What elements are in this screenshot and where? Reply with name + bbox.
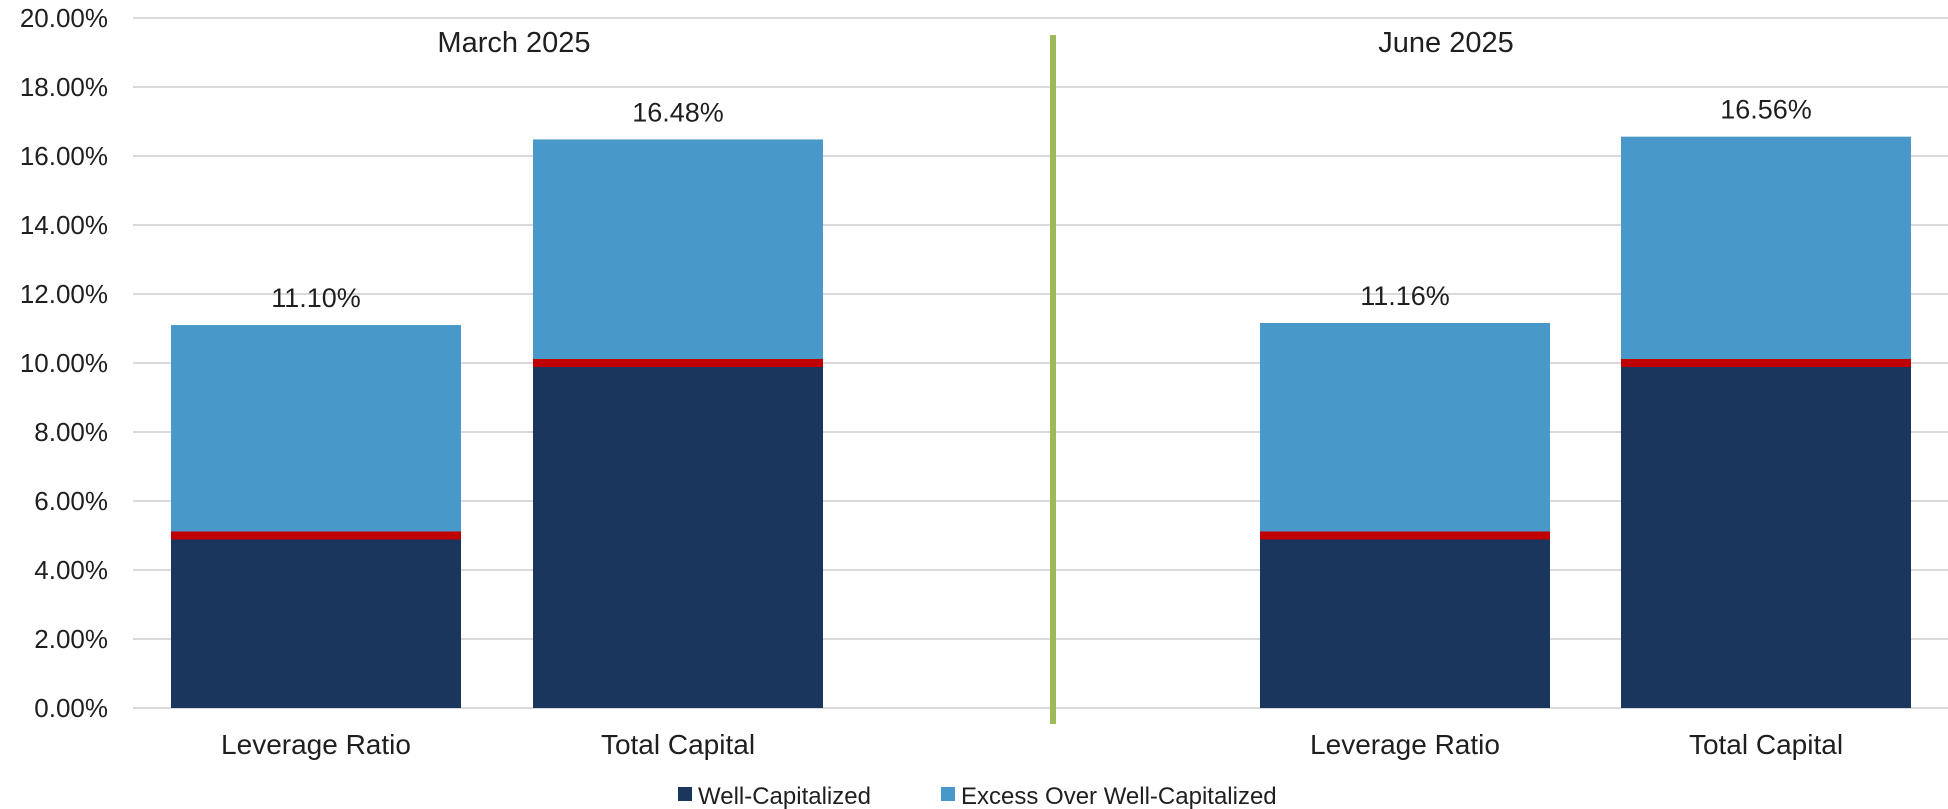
y-tick-label: 8.00% <box>34 417 108 447</box>
bars <box>171 35 1911 724</box>
x-category-label: Total Capital <box>1689 729 1843 760</box>
bar-total-label: 16.48% <box>632 97 724 127</box>
bar-total-label: 16.56% <box>1720 95 1812 125</box>
bar-well-capitalized <box>533 363 823 708</box>
y-tick-label: 0.00% <box>34 693 108 723</box>
y-tick-label: 12.00% <box>20 279 108 309</box>
x-category-label: Leverage Ratio <box>1310 729 1500 760</box>
chart-labels: March 2025 11.10% Leverage Ratio 16.48% Tota… <box>221 27 1843 760</box>
group-label: March 2025 <box>437 27 590 59</box>
legend: Well-Capitalized Excess Over Well-Capital… <box>678 783 1277 809</box>
legend-label: Excess Over Well-Capitalized <box>961 783 1277 809</box>
y-axis-tick-labels: 0.00% 2.00% 4.00% 6.00% 8.00% 10.00% 12.00% 14.… <box>20 3 108 723</box>
bar-well-capitalized <box>1621 363 1911 708</box>
bar-well-capitalized <box>1260 535 1550 708</box>
y-tick-label: 2.00% <box>34 624 108 654</box>
x-category-label: Leverage Ratio <box>221 729 411 760</box>
bar-excess <box>1260 322 1550 536</box>
group-label: June 2025 <box>1378 27 1513 59</box>
bar-total-label: 11.16% <box>1360 281 1450 311</box>
legend-label: Well-Capitalized <box>698 783 871 809</box>
bar-excess <box>1621 136 1911 363</box>
y-tick-label: 10.00% <box>20 348 108 378</box>
bar-excess <box>171 325 461 536</box>
bar-well-capitalized <box>171 535 461 708</box>
bar-excess <box>533 139 823 363</box>
legend-swatch <box>941 787 955 801</box>
y-tick-label: 16.00% <box>20 141 108 171</box>
y-tick-label: 14.00% <box>20 210 108 240</box>
y-tick-label: 6.00% <box>34 486 108 516</box>
legend-swatch <box>678 787 692 801</box>
y-tick-label: 4.00% <box>34 555 108 585</box>
y-tick-label: 18.00% <box>20 72 108 102</box>
x-category-label: Total Capital <box>601 729 755 760</box>
bar-total-label: 11.10% <box>271 283 361 313</box>
y-tick-label: 20.00% <box>20 3 108 33</box>
